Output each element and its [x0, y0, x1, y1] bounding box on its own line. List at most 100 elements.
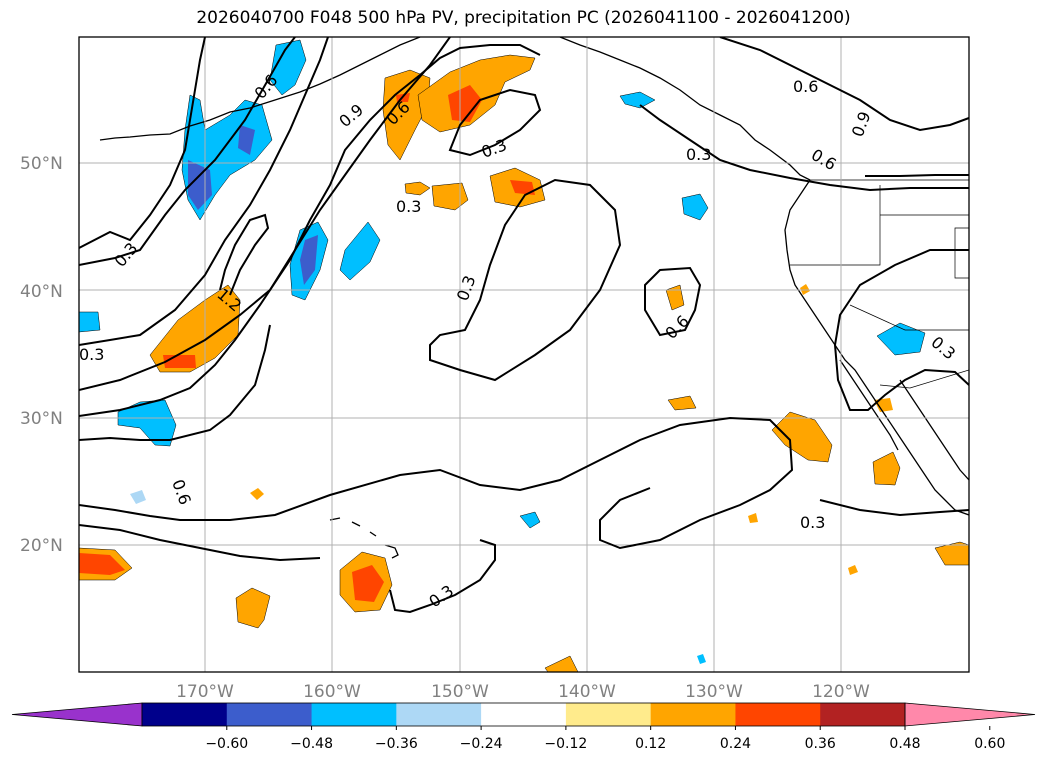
negative-anomaly-patch	[681, 193, 709, 221]
gulf-california-coast	[899, 379, 969, 481]
pv-contour	[719, 37, 969, 132]
colorbar-tick-label: −0.60	[205, 736, 248, 752]
pv-contours	[79, 37, 969, 614]
colorbar-segment	[396, 703, 482, 726]
pv-contour	[79, 37, 206, 249]
pv-contour	[79, 324, 271, 441]
map-title: 2026040700 F048 500 hPa PV, precipitatio…	[196, 8, 851, 28]
pv-contour	[429, 178, 622, 382]
pv-contour	[79, 37, 329, 346]
lon-label-170w: 170°W	[176, 682, 234, 702]
colorbar-segment	[226, 703, 313, 726]
negative-anomaly-patch	[79, 311, 101, 333]
pv-contour	[79, 44, 541, 417]
colorbar-tick-label: −0.24	[460, 736, 503, 752]
positive-anomaly-patch	[848, 565, 858, 575]
pv-contour	[644, 266, 702, 337]
negative-anomaly-patch	[130, 490, 146, 504]
positive-anomaly-patch	[667, 395, 697, 411]
alaska-aleutian-coast	[99, 37, 421, 141]
negative-anomaly-patch	[188, 160, 212, 210]
negative-anomaly-patch	[697, 654, 706, 664]
positive-anomaly-patch	[250, 488, 264, 500]
latitude-labels: 50°N 40°N 30°N 20°N	[20, 154, 63, 556]
pv-contour	[833, 249, 969, 411]
negative-anomaly-patch	[519, 511, 541, 529]
positive-anomaly-patch	[235, 587, 271, 629]
negative-anomaly-patch	[876, 322, 926, 356]
pv-contour	[79, 37, 296, 266]
contour-label: 0.3	[396, 197, 421, 216]
colorbar-segment	[481, 703, 567, 726]
positive-anomaly-patch	[149, 284, 241, 373]
positive-anomaly-patch	[934, 541, 969, 566]
colorbar-segment	[820, 703, 906, 726]
positive-anomaly-patch	[431, 182, 469, 211]
plot-frame	[78, 36, 970, 673]
precip-shading	[79, 39, 969, 672]
baja-coast	[839, 359, 899, 451]
lat-label-40n: 40°N	[20, 282, 63, 302]
pv-contour	[219, 213, 270, 296]
colorbar-segment	[650, 703, 736, 726]
colorbar-frame	[141, 702, 906, 727]
positive-anomaly-patch	[665, 284, 685, 311]
colorbar-tick-label: 0.24	[720, 736, 751, 752]
colorbar-tick-label: 0.48	[889, 736, 920, 752]
positive-anomaly-patch	[748, 513, 758, 523]
lon-label-120w: 120°W	[812, 682, 870, 702]
negative-anomaly-patch	[300, 235, 318, 285]
gridlines	[79, 37, 969, 672]
negative-anomaly-patch	[269, 39, 307, 96]
colorbar-tick-label: 0.60	[974, 736, 1005, 752]
colorbar-arrow-low	[11, 702, 143, 727]
colorbar-tick-label: −0.36	[375, 736, 418, 752]
contour-label: 0.3	[686, 145, 711, 164]
negative-anomaly-patch	[238, 125, 255, 155]
negative-anomaly-patch	[339, 221, 381, 281]
colorbar-segment	[311, 703, 397, 726]
north-american-coast	[784, 179, 969, 516]
hawaii-islands	[329, 517, 399, 559]
colorbar-tick-label: 0.36	[805, 736, 836, 752]
colorbar-segment	[142, 703, 228, 726]
colorbar-segment	[735, 703, 821, 726]
pv-contour	[79, 524, 321, 562]
colorbar: −0.60 −0.48 −0.36 −0.24 −0.12 0.12 0.24 0.36 0.4…	[11, 702, 1036, 752]
pv-contour	[639, 104, 969, 192]
positive-anomaly-patch	[510, 180, 535, 195]
lat-label-30n: 30°N	[20, 409, 63, 429]
negative-anomaly-patch	[619, 91, 656, 109]
pv-contour	[79, 416, 794, 550]
positive-anomaly-patch	[404, 181, 431, 196]
positive-anomaly-patch	[79, 553, 125, 575]
colorbar-tick-label: 0.12	[635, 736, 666, 752]
negative-anomaly-patch	[117, 399, 177, 447]
pv-contour	[448, 88, 542, 157]
positive-anomaly-patch	[771, 411, 833, 463]
lon-label-130w: 130°W	[685, 682, 743, 702]
political-borders	[790, 179, 969, 389]
colorbar-segment	[565, 703, 652, 726]
colorbar-tick-label: −0.12	[544, 736, 587, 752]
pv-contour	[389, 539, 496, 614]
coastlines	[99, 37, 969, 559]
colorbar-tick-label: −0.48	[290, 736, 333, 752]
contour-label: 0.3	[79, 345, 104, 364]
positive-anomaly-patch	[544, 655, 579, 672]
positive-anomaly-patch	[448, 85, 482, 122]
contour-label: 0.6	[793, 77, 818, 96]
lat-label-50n: 50°N	[20, 154, 63, 174]
lon-label-140w: 140°W	[558, 682, 616, 702]
alaska-panhandle-coast	[559, 37, 811, 181]
colorbar-arrow-high	[904, 702, 1036, 727]
longitude-labels: 170°W 160°W 150°W 140°W 130°W 120°W	[176, 682, 870, 702]
contour-label: 0.3	[800, 513, 825, 532]
lat-label-20n: 20°N	[20, 536, 63, 556]
lon-label-160w: 160°W	[303, 682, 361, 702]
lon-label-150w: 150°W	[431, 682, 489, 702]
positive-anomaly-patch	[352, 565, 384, 602]
pv-contour	[865, 174, 969, 177]
pv-contour	[819, 499, 969, 517]
